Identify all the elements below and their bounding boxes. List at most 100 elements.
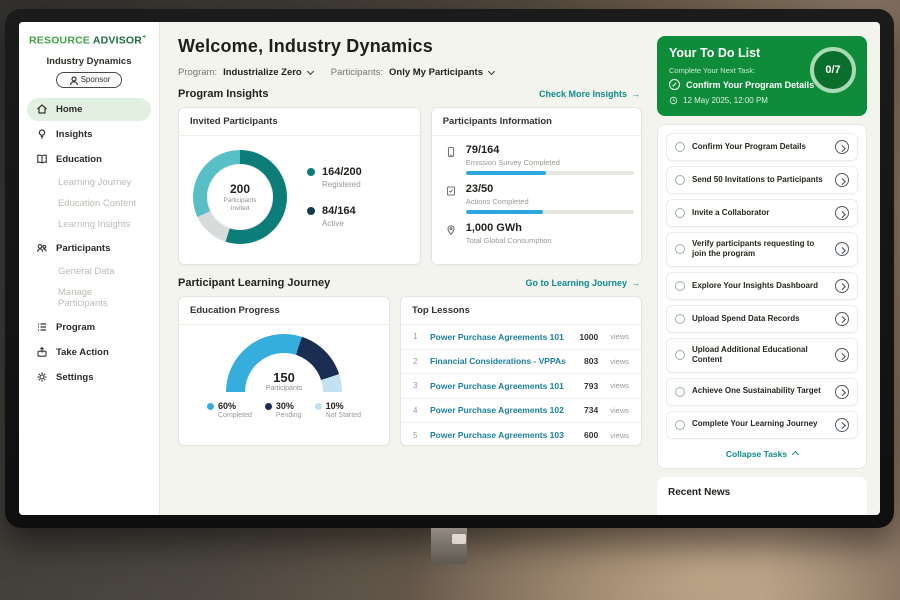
gauge-legend: 60% Completed 30% Pending [207,401,361,419]
task-checkbox[interactable] [675,281,685,291]
arrow-right-icon: → [631,89,640,99]
sidebar-item-general-data[interactable]: General Data [27,262,151,282]
sidebar-item-label: Participants [56,243,110,254]
person-icon [68,75,77,84]
chevron-down-icon [488,68,495,75]
task-row-invite-collaborator[interactable]: Invite a Collaborator [666,199,858,227]
sidebar-item-home[interactable]: Home [27,98,151,121]
sidebar-item-learning-insights[interactable]: Learning Insights [27,215,151,235]
task-row-send-invitations[interactable]: Send 50 Invitations to Participants [666,166,858,194]
sidebar-item-settings[interactable]: Settings [27,366,151,389]
task-checkbox[interactable] [675,244,685,254]
chevron-right-icon[interactable] [835,312,849,326]
legend-label: Not Started [326,412,361,419]
info-label: Total Global Consumption [466,236,552,245]
sidebar-item-education-content[interactable]: Education Content [27,194,151,214]
collapse-label: Collapse Tasks [726,449,787,459]
sidebar-item-program[interactable]: Program [27,316,151,339]
task-row-verify-participants[interactable]: Verify participants requesting to join t… [666,232,858,267]
check-more-insights-link[interactable]: Check More Insights → [539,89,640,99]
lesson-link[interactable]: Power Purchase Agreements 101 [430,381,575,391]
insights-cards-row: Invited Participants 200 Participants In… [178,107,642,265]
task-row-complete-learning-journey[interactable]: Complete Your Learning Journey [666,411,858,439]
invited-participants-donut: 200 Participants Invited [193,150,287,244]
legend-dot-completed [207,403,214,410]
task-checkbox[interactable] [675,420,685,430]
app-screen: RESOURCE ADVISOR+ Industry Dynamics Spon… [19,22,880,515]
donut-center-label: Participants Invited [218,197,262,213]
info-row-consumption: 1,000 GWh Total Global Consumption [432,214,641,249]
link-label: Check More Insights [539,89,627,99]
sponsor-badge[interactable]: Sponsor [56,72,122,88]
program-filter-dropdown[interactable]: Industrialize Zero [223,67,313,78]
program-filter-label: Program: [178,67,217,78]
lesson-row: 3 Power Purchase Agreements 101 793 view… [401,374,641,399]
education-gauge-wrap: 150 Participants [226,334,342,392]
todo-next-task[interactable]: ✓ Confirm Your Program Details [669,79,819,90]
chevron-right-icon[interactable] [835,242,849,256]
gauge-center: 150 Participants [226,370,342,392]
recent-news-card: Recent News [657,477,867,515]
task-checkbox[interactable] [675,350,685,360]
task-checkbox[interactable] [675,314,685,324]
legend-value: 164/200 [322,166,362,178]
lesson-link[interactable]: Financial Considerations - VPPAs [430,356,575,366]
task-checkbox[interactable] [675,387,685,397]
info-value: 1,000 GWh [466,222,552,234]
task-row-upload-educational-content[interactable]: Upload Additional Educational Content [666,338,858,373]
section-title: Participant Learning Journey [178,277,330,289]
go-to-learning-journey-link[interactable]: Go to Learning Journey → [525,278,640,288]
list-icon [36,321,48,333]
participants-filter-label: Participants: [331,67,383,78]
chevron-right-icon[interactable] [835,173,849,187]
donut-legend: 164/200 Registered 84/164 Active [307,166,362,228]
info-label: Emission Survey Completed [466,158,634,167]
legend-item: 60% Completed [207,401,252,419]
task-label: Explore Your Insights Dashboard [692,281,828,291]
task-row-explore-insights[interactable]: Explore Your Insights Dashboard [666,272,858,300]
lesson-row: 4 Power Purchase Agreements 102 734 view… [401,399,641,424]
chevron-right-icon[interactable] [835,418,849,432]
chevron-up-icon [792,451,799,458]
sidebar-item-participants[interactable]: Participants [27,237,151,260]
lesson-link[interactable]: Power Purchase Agreements 102 [430,405,575,415]
sidebar-item-learning-journey[interactable]: Learning Journey [27,173,151,193]
chevron-right-icon[interactable] [835,279,849,293]
sidebar-item-label: Home [56,104,82,115]
legend-item: 10% Not Started [315,401,361,419]
app-logo: RESOURCE ADVISOR+ [27,32,151,56]
card-title: Education Progress [179,297,389,325]
sidebar-item-label: Learning Insights [58,219,130,230]
task-row-upload-spend-data[interactable]: Upload Spend Data Records [666,305,858,333]
chevron-right-icon[interactable] [835,385,849,399]
task-checkbox[interactable] [675,142,685,152]
sidebar-item-manage-participants[interactable]: Manage Participants [27,283,151,314]
lightbulb-icon [36,128,48,140]
legend-label: Completed [218,412,252,419]
task-checkbox[interactable] [675,175,685,185]
gauge-center-label: Participants [226,385,342,392]
legend-value: 10% [326,401,361,411]
lesson-link[interactable]: Power Purchase Agreements 101 [430,332,570,342]
sidebar-item-label: Settings [56,372,93,383]
chevron-right-icon[interactable] [835,348,849,362]
sidebar-item-take-action[interactable]: Take Action [27,341,151,364]
main-content: Welcome, Industry Dynamics Program: Indu… [160,22,654,515]
sidebar-item-insights[interactable]: Insights [27,123,151,146]
sidebar-item-education[interactable]: Education [27,148,151,171]
lesson-views-unit: views [610,406,629,415]
pin-icon [445,224,457,236]
collapse-tasks-link[interactable]: Collapse Tasks [666,444,858,466]
task-row-achieve-sustainability-target[interactable]: Achieve One Sustainability Target [666,378,858,406]
checklist-icon [445,185,457,197]
donut-center: 200 Participants Invited [207,164,273,230]
participants-filter-dropdown[interactable]: Only My Participants [389,67,494,78]
lesson-link[interactable]: Power Purchase Agreements 103 [430,430,575,440]
chevron-right-icon[interactable] [835,206,849,220]
chevron-right-icon[interactable] [835,140,849,154]
legend-value: 60% [218,401,252,411]
task-row-confirm-program-details[interactable]: Confirm Your Program Details [666,133,858,161]
lesson-views-unit: views [610,431,629,440]
emission-survey-progressbar [466,171,634,175]
task-checkbox[interactable] [675,208,685,218]
